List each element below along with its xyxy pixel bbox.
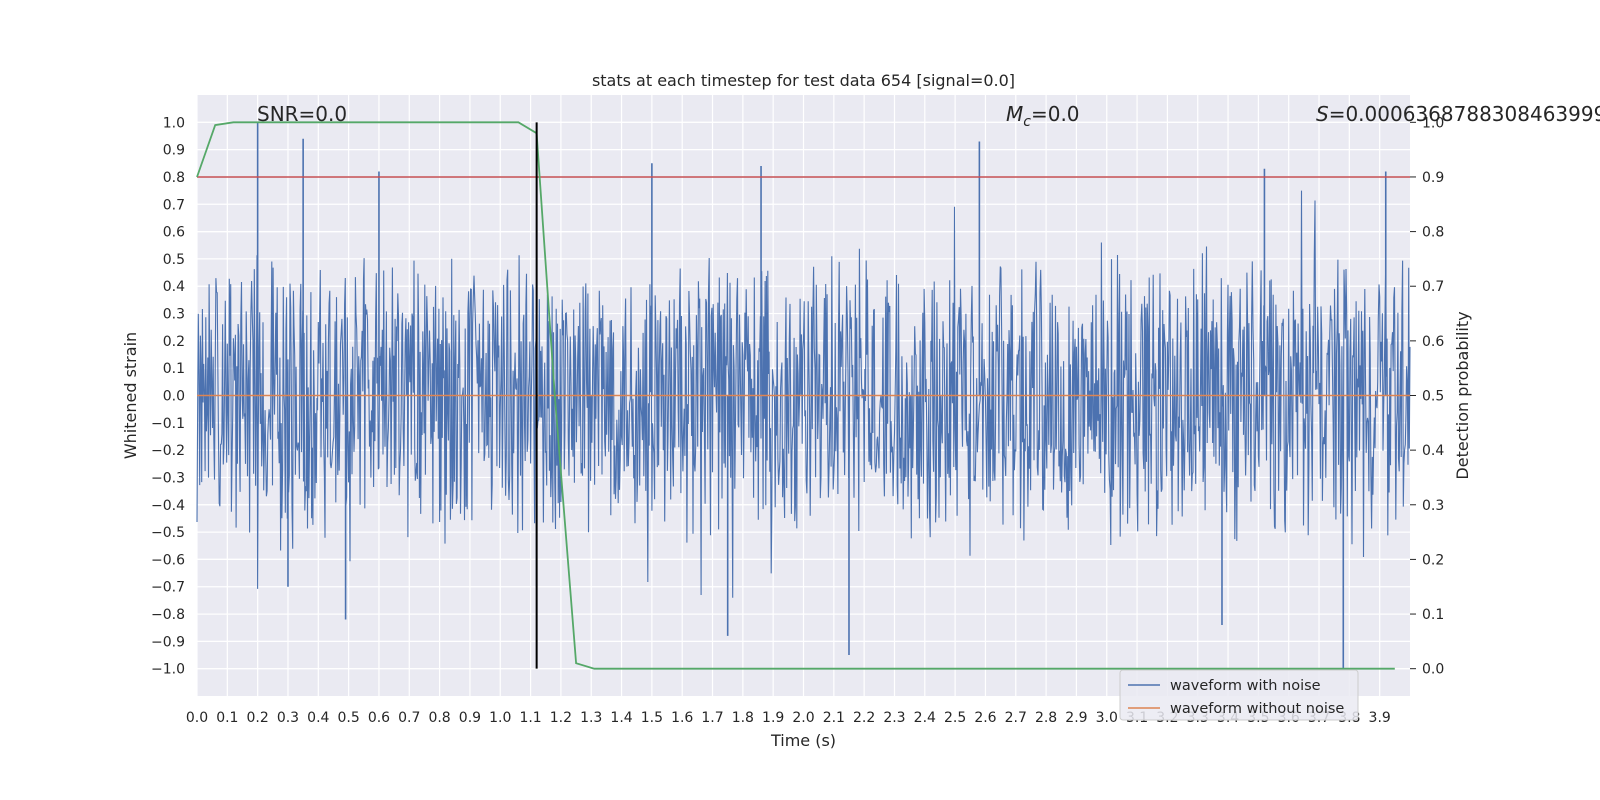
y2-tick-label: 0.8	[1422, 225, 1444, 241]
x-tick-label: 1.3	[580, 710, 602, 726]
x-tick-label: 2.3	[883, 710, 905, 726]
y2-tick-label: 0.0	[1422, 662, 1444, 678]
y-tick-label: 0.5	[163, 252, 185, 268]
x-tick-label: 0.9	[459, 710, 481, 726]
y2-tick-label: 1.0	[1422, 115, 1444, 131]
x-tick-label: 0.5	[337, 710, 359, 726]
mc-value: =0.0	[1031, 102, 1080, 126]
y-tick-label: −0.2	[151, 443, 185, 459]
y-tick-label: −0.1	[151, 416, 185, 432]
s-annotation: S=0.0006368788308463999	[1316, 102, 1600, 126]
x-tick-label: 2.9	[1065, 710, 1087, 726]
x-tick-label: 0.4	[307, 710, 329, 726]
series-noise-line	[196, 190, 1411, 598]
x-tick-label: 2.5	[944, 710, 966, 726]
y-tick-label: −0.7	[151, 580, 185, 596]
y2-tick-label: 0.6	[1422, 334, 1444, 350]
y-tick-label: 1.0	[163, 115, 185, 131]
series-probability-line	[196, 121, 1395, 670]
x-tick-label: 3.0	[1096, 710, 1118, 726]
y-tick-label: 0.3	[163, 307, 185, 323]
y-tick-label: 0.4	[163, 279, 185, 295]
y2-tick-label: 0.5	[1422, 389, 1444, 405]
y2-tick-label: 0.4	[1422, 443, 1444, 459]
y-tick-label: 0.1	[163, 361, 185, 377]
s-value: =0.0006368788308463999	[1329, 102, 1600, 126]
noise-waveform	[196, 122, 1411, 669]
x-tick-label: 1.2	[550, 710, 572, 726]
x-tick-label: 0.7	[398, 710, 420, 726]
y-axis-label: Whitened strain	[121, 332, 140, 459]
x-tick-label: 2.0	[792, 710, 814, 726]
x-tick-label: 2.4	[914, 710, 936, 726]
y-tick-label: 0.0	[163, 389, 185, 405]
y2-tick-label: 0.1	[1422, 607, 1444, 623]
legend: waveform with noise waveform without noi…	[1119, 669, 1359, 721]
legend-box	[1119, 669, 1359, 721]
y-tick-label: −0.9	[151, 634, 185, 650]
y-tick-label: 0.7	[163, 197, 185, 213]
mc-symbol: M	[1006, 102, 1023, 126]
legend-label-clean: waveform without noise	[1170, 701, 1344, 717]
y-tick-label: −0.8	[151, 607, 185, 623]
x-tick-label: 3.9	[1369, 710, 1391, 726]
mc-annotation: Mc=0.0	[1006, 102, 1080, 130]
x-tick-label: 0.2	[247, 710, 269, 726]
y-tick-label: 0.9	[163, 143, 185, 159]
y2-tick-label: 0.7	[1422, 279, 1444, 295]
x-tick-label: 0.3	[277, 710, 299, 726]
y-tick-label: −1.0	[151, 662, 185, 678]
y2-ticks: 1.0 0.9 0.8 0.7 0.6 0.5 0.4 0.3 0.2 0.1 0.0	[1410, 115, 1444, 678]
x-tick-label: 1.8	[732, 710, 754, 726]
x-tick-label: 1.4	[610, 710, 632, 726]
y2-tick-label: 0.9	[1422, 170, 1444, 186]
x-tick-label: 1.5	[641, 710, 663, 726]
y-tick-label: 0.2	[163, 334, 185, 350]
x-tick-label: 2.2	[853, 710, 875, 726]
x-tick-label: 1.0	[489, 710, 511, 726]
y-tick-label: −0.3	[151, 470, 185, 486]
y2-tick-label: 0.3	[1422, 498, 1444, 514]
chart-title: stats at each timestep for test data 654…	[592, 71, 1015, 90]
x-tick-label: 2.6	[974, 710, 996, 726]
x-tick-label: 1.6	[671, 710, 693, 726]
x-tick-label: 2.1	[823, 710, 845, 726]
x-tick-label: 0.8	[428, 710, 450, 726]
snr-annotation: SNR=0.0	[257, 102, 347, 126]
x-tick-label: 1.1	[519, 710, 541, 726]
x-tick-label: 2.8	[1035, 710, 1057, 726]
series-lines	[196, 121, 1410, 670]
y-ticks: 1.0 0.9 0.8 0.7 0.6 0.5 0.4 0.3 0.2 0.1 0.0 −0.1 −0.…	[151, 115, 185, 677]
x-tick-label: 2.7	[1005, 710, 1027, 726]
mc-subscript: c	[1023, 114, 1031, 130]
legend-label-noise: waveform with noise	[1170, 678, 1321, 694]
y-tick-label: −0.5	[151, 525, 185, 541]
x-tick-label: 1.7	[701, 710, 723, 726]
x-tick-label: 1.9	[762, 710, 784, 726]
x-axis-label: Time (s)	[770, 731, 836, 750]
x-tick-label: 0.6	[368, 710, 390, 726]
s-symbol: S	[1316, 102, 1329, 126]
x-tick-label: 0.1	[216, 710, 238, 726]
y-tick-label: −0.6	[151, 552, 185, 568]
y2-axis-label: Detection probability	[1453, 311, 1472, 479]
y-tick-label: 0.8	[163, 170, 185, 186]
x-tick-label: 0.0	[186, 710, 208, 726]
y-tick-label: −0.4	[151, 498, 185, 514]
y2-tick-label: 0.2	[1422, 552, 1444, 568]
y-tick-label: 0.6	[163, 225, 185, 241]
